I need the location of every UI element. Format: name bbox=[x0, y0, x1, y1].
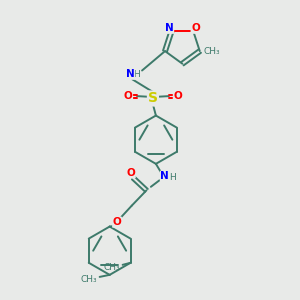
Text: S: S bbox=[148, 92, 158, 106]
Text: N: N bbox=[160, 171, 169, 181]
Text: CH₃: CH₃ bbox=[81, 275, 98, 284]
Text: CH₃: CH₃ bbox=[104, 263, 120, 272]
Text: O: O bbox=[112, 217, 122, 227]
Text: O: O bbox=[124, 91, 133, 101]
Text: H: H bbox=[169, 173, 176, 182]
Text: O: O bbox=[191, 23, 200, 33]
Text: CH₃: CH₃ bbox=[204, 46, 220, 56]
Text: N: N bbox=[165, 23, 174, 33]
Text: O: O bbox=[173, 91, 182, 101]
Text: N: N bbox=[126, 69, 135, 79]
Text: O: O bbox=[127, 168, 135, 178]
Text: H: H bbox=[134, 70, 140, 80]
